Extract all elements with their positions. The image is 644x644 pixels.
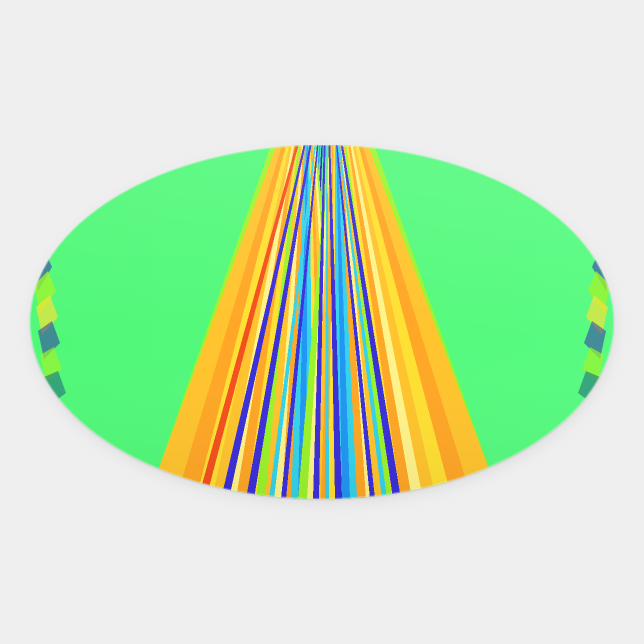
artwork-sheen xyxy=(30,145,614,499)
oval-sticker[interactable] xyxy=(30,145,614,499)
sticker-artwork xyxy=(30,145,614,499)
